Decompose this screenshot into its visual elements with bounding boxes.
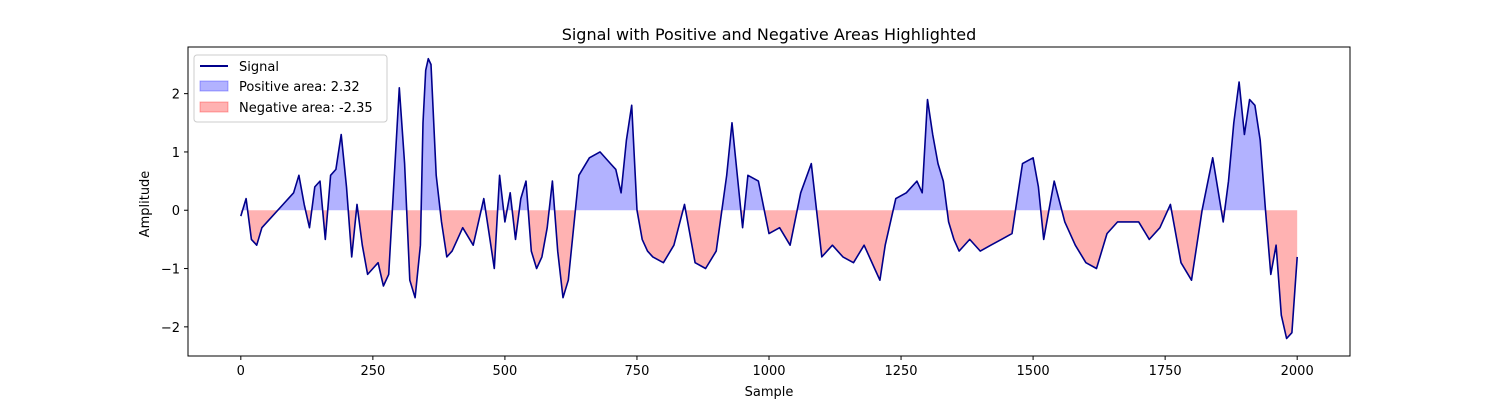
signal-line: [240, 57, 1298, 340]
negative-area-fill: [240, 210, 1298, 339]
x-tick-label: 0: [237, 364, 245, 379]
x-axis: 0 250 500 750 1000 1250 1500 1750 2000: [237, 356, 1314, 379]
x-tick-label: 1250: [884, 364, 917, 379]
x-tick-label: 250: [360, 364, 385, 379]
y-axis-label: Amplitude: [138, 171, 153, 238]
legend-frame: [193, 54, 388, 123]
y-axis: −2 −1 0 1 2: [161, 88, 188, 336]
y-tick-label: 1: [172, 146, 180, 161]
legend-negative-swatch: [199, 101, 229, 113]
x-axis-label: Sample: [745, 385, 794, 400]
x-tick-label: 1750: [1149, 364, 1182, 379]
x-tick-label: 1500: [1017, 364, 1050, 379]
x-tick-label: 500: [492, 364, 517, 379]
y-tick-label: −1: [161, 263, 180, 278]
legend-negative-label: Negative area: -2.35: [239, 101, 373, 116]
legend: Signal Positive area: 2.32 Negative area…: [193, 54, 388, 123]
y-tick-label: 2: [172, 88, 180, 103]
legend-positive-label: Positive area: 2.32: [239, 80, 360, 95]
x-tick-label: 1000: [752, 364, 785, 379]
x-tick-label: 2000: [1281, 364, 1314, 379]
legend-signal-label: Signal: [239, 60, 279, 75]
y-tick-label: −2: [161, 321, 180, 336]
legend-positive-swatch: [199, 80, 229, 92]
positive-area-fill: [242, 58, 1266, 211]
chart-title: Signal with Positive and Negative Areas …: [562, 25, 977, 44]
x-tick-label: 750: [625, 364, 650, 379]
y-tick-label: 0: [172, 204, 180, 219]
